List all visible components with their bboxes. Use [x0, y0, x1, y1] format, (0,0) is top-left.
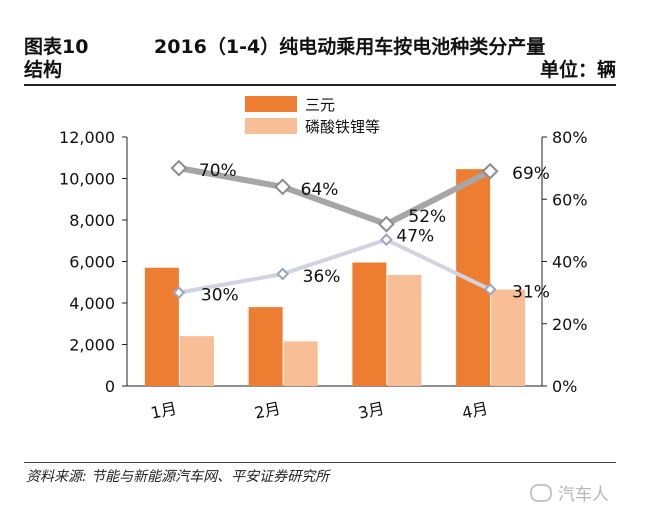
x-tick-label: 2月: [253, 399, 283, 423]
share-line-lfp: [178, 237, 491, 295]
bar-ternary: [352, 262, 387, 386]
watermark: 汽车人: [530, 480, 609, 505]
legend-swatch: [245, 96, 297, 112]
y-tick-label: 0: [105, 377, 115, 396]
y-tick-label: 6,000: [69, 253, 115, 272]
share-data-label: 30%: [201, 286, 239, 306]
y-tick-label: 4,000: [69, 294, 115, 313]
share-marker: [170, 159, 188, 177]
figure-label: 图表10: [24, 36, 89, 58]
share-marker: [483, 283, 497, 296]
x-tick-label: 1月: [149, 399, 179, 423]
share-data-label: 31%: [512, 283, 550, 303]
share-data-label: 47%: [396, 227, 434, 247]
share-line-ternary: [178, 165, 492, 228]
y2-tick-label: 60%: [552, 190, 588, 209]
legend-label: 磷酸铁锂等: [305, 118, 380, 136]
unit-label: 单位：辆: [539, 59, 616, 81]
x-tick-label: 4月: [460, 399, 490, 423]
share-data-label: 52%: [408, 207, 446, 227]
title-rule: [24, 84, 616, 86]
bar-lfp: [387, 274, 422, 386]
legend-swatch: [245, 118, 297, 134]
y2-tick-label: 0%: [552, 377, 577, 396]
share-marker: [379, 233, 393, 247]
bar-ternary: [248, 307, 283, 386]
share-marker: [274, 178, 292, 196]
share-marker: [481, 162, 499, 180]
bar-lfp: [491, 289, 526, 386]
share-data-label: 36%: [303, 267, 341, 287]
y-tick-label: 2,000: [69, 336, 115, 355]
bar-ternary: [144, 267, 179, 386]
share-marker: [276, 267, 290, 281]
title-text: 2016（1-4）纯电动乘用车按电池种类分产量: [154, 36, 546, 58]
share-data-label: 64%: [301, 180, 339, 200]
watermark-text: 汽车人: [558, 485, 609, 505]
y-tick-label: 8,000: [69, 211, 115, 230]
share-data-label: 70%: [199, 161, 237, 181]
x-tick-label: 3月: [356, 399, 386, 423]
share-marker: [377, 215, 395, 233]
share-marker: [172, 286, 186, 300]
y-tick-label: 12,000: [59, 128, 115, 147]
y2-tick-label: 80%: [552, 128, 588, 147]
source-note: 资料来源: 节能与新能源汽车网、平安证券研究所: [26, 469, 330, 485]
share-data-label: 69%: [512, 164, 550, 184]
source-rule: [24, 462, 616, 463]
wechat-icon: [530, 483, 552, 502]
chart-title: 图表10 2016（1-4）纯电动乘用车按电池种类分产量 结构 单位：辆: [24, 36, 616, 82]
y2-tick-label: 20%: [552, 315, 588, 334]
y2-tick-label: 40%: [552, 253, 588, 272]
y-tick-label: 10,000: [59, 170, 115, 189]
bar-lfp: [283, 341, 318, 386]
title-line2: 结构: [24, 59, 63, 81]
legend-label: 三元: [305, 96, 335, 114]
bar-lfp: [179, 336, 214, 386]
